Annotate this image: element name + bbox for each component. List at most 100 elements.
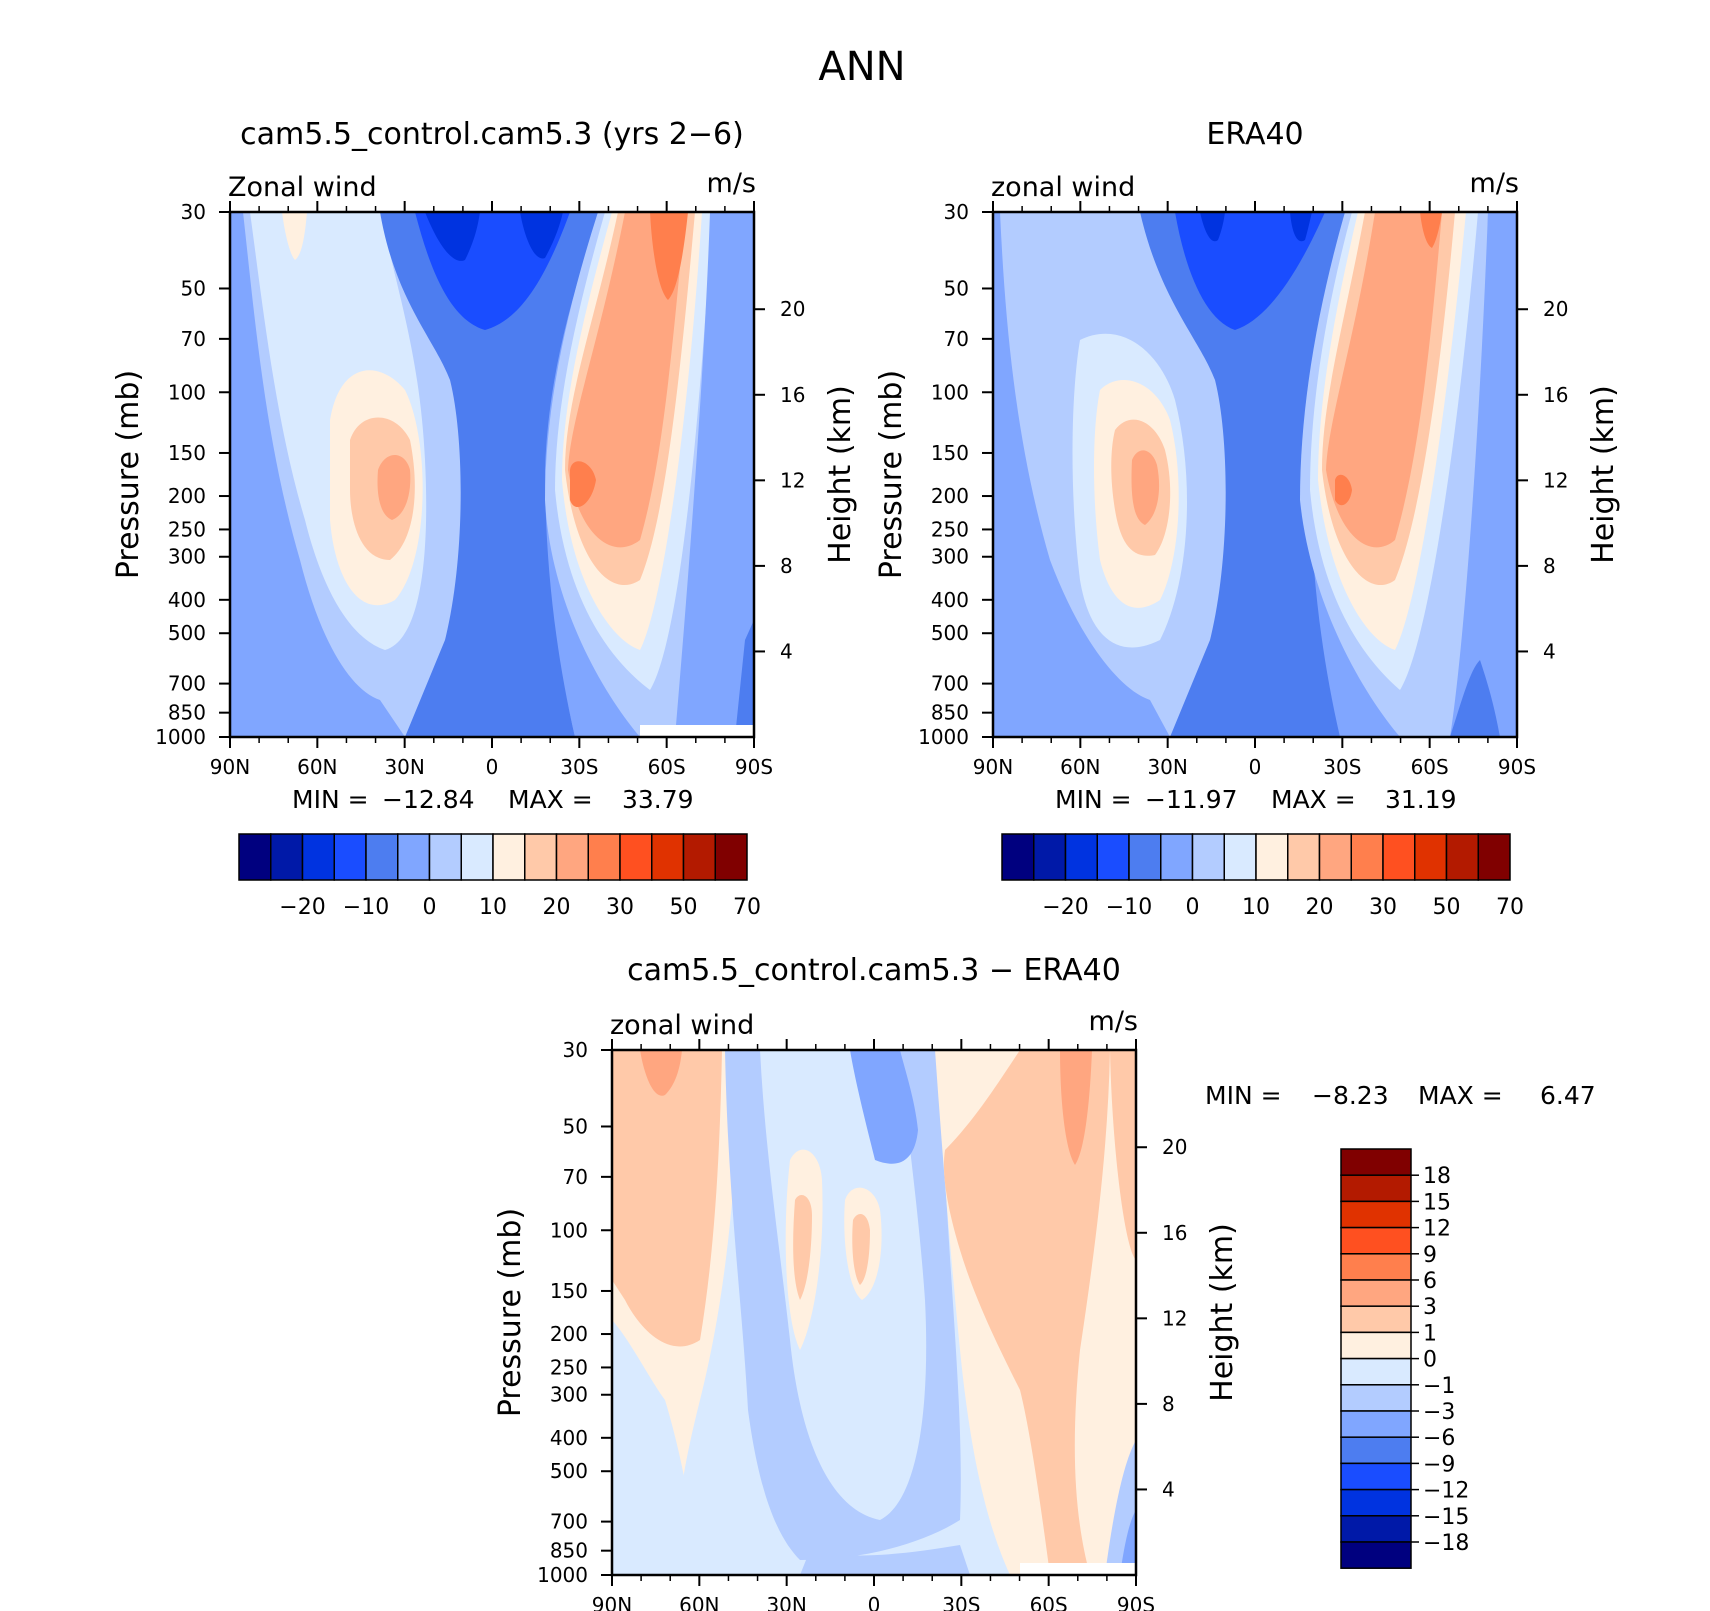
x-tick-label: 90N — [592, 1593, 632, 1611]
colorbar-swatch — [1255, 833, 1289, 881]
colorbar-label: 15 — [1423, 1190, 1451, 1215]
panel-model: cam5.5_control.cam5.3 (yrs 2−6) Zonal wi… — [111, 117, 858, 920]
y2-axis-label: Height (km) — [1205, 1223, 1240, 1402]
contour-band — [612, 1320, 700, 1575]
contour-band — [425, 212, 563, 261]
units-label: m/s — [1470, 168, 1519, 199]
colorbar-swatch — [524, 833, 558, 881]
panel-observation: ERA40 zonal wind m/s 90N 60N 30N 0 30S 60S 90S… — [874, 117, 1621, 920]
colorbar-swatch — [1340, 1226, 1412, 1255]
missing-data — [640, 725, 754, 737]
colorbar-label: 12 — [1423, 1217, 1451, 1242]
max-value: 31.19 — [1385, 785, 1457, 814]
colorbar-swatch — [1064, 833, 1098, 881]
contour-band — [612, 1050, 722, 1347]
colorbar-swatch — [1096, 833, 1130, 881]
colorbar-swatch — [1340, 1174, 1412, 1203]
axes: 90N 60N 30N 0 30S 60S 90S 30 50 70 100 150 200 250 300… — [111, 200, 858, 779]
y2-tick-label: 16 — [1543, 383, 1568, 407]
y-tick-label: 100 — [550, 1218, 588, 1242]
contour-band — [1131, 450, 1160, 525]
colorbar-swatch — [714, 833, 748, 881]
colorbar-swatch — [1340, 1462, 1412, 1491]
colorbar-swatch — [619, 833, 653, 881]
colorbar-label: −6 — [1423, 1426, 1455, 1451]
left-label: zonal wind — [610, 1010, 754, 1041]
y-axis-label: Pressure (mb) — [111, 370, 146, 579]
colorbar-swatch — [1477, 833, 1511, 881]
contour-band — [1455, 212, 1517, 737]
colorbar-swatch — [1128, 833, 1162, 881]
x-tick-label: 30S — [1323, 755, 1361, 779]
y-tick-label: 150 — [168, 441, 206, 465]
contour-field — [230, 212, 754, 737]
y2-tick-label: 12 — [1543, 468, 1568, 492]
colorbar-swatch — [301, 833, 335, 881]
y2-tick-label: 20 — [1543, 297, 1568, 321]
y2-tick-label: 4 — [780, 639, 793, 663]
y-tick-label: 150 — [550, 1279, 588, 1303]
y-tick-label: 850 — [931, 701, 969, 725]
colorbar-swatch — [682, 833, 716, 881]
y-tick-label: 30 — [944, 200, 969, 224]
contour-band — [793, 1195, 870, 1300]
y2-tick-label: 20 — [780, 297, 805, 321]
contour-band — [1140, 212, 1345, 737]
y2-tick-label: 8 — [1162, 1392, 1175, 1416]
colorbar-swatch — [492, 833, 526, 881]
panel-title: cam5.5_control.cam5.3 (yrs 2−6) — [240, 117, 744, 152]
colorbar-label: −10 — [343, 895, 389, 920]
contour-band — [1120, 1510, 1136, 1575]
contour-band — [380, 212, 600, 737]
x-tick-label: 60N — [297, 755, 337, 779]
colorbar-swatch — [1414, 833, 1448, 881]
colorbar-swatch — [1001, 833, 1035, 881]
y-tick-label: 500 — [931, 621, 969, 645]
y-tick-label: 50 — [944, 276, 969, 300]
y2-axis-label: Height (km) — [823, 385, 858, 564]
colorbar-swatch — [651, 833, 685, 881]
y-tick-label: 1000 — [918, 725, 969, 749]
y-tick-label: 200 — [550, 1322, 588, 1346]
y-tick-label: 500 — [168, 621, 206, 645]
colorbar-swatch — [1340, 1253, 1412, 1281]
colorbar-label: 10 — [479, 895, 507, 920]
colorbar-swatch — [1340, 1200, 1412, 1229]
x-tick-label: 30N — [1147, 755, 1187, 779]
colorbar-swatch — [1340, 1279, 1412, 1307]
colorbar-swatch — [1340, 1384, 1412, 1412]
colorbar-label: 70 — [733, 895, 761, 920]
colorbar-swatch — [1340, 1305, 1412, 1334]
max-label: MAX = — [1271, 785, 1356, 814]
y-tick-label: 1000 — [537, 1563, 588, 1587]
colorbar: −20 −10 0 10 20 30 50 70 — [1001, 833, 1524, 920]
x-tick-label: 30N — [766, 1593, 806, 1611]
y-tick-label: 300 — [550, 1383, 588, 1407]
colorbar-label: 3 — [1423, 1295, 1437, 1320]
contour-band — [1335, 212, 1442, 506]
y-tick-label: 700 — [931, 672, 969, 696]
units-label: m/s — [707, 168, 756, 199]
y2-tick-label: 4 — [1162, 1477, 1175, 1501]
y-tick-label: 70 — [563, 1165, 588, 1189]
contour-band — [377, 455, 411, 520]
x-tick-label: 30N — [384, 755, 424, 779]
contour-band — [943, 1050, 1110, 1575]
y2-tick-label: 4 — [1543, 639, 1556, 663]
y2-tick-label: 16 — [1162, 1221, 1187, 1245]
colorbar-label: −3 — [1423, 1400, 1455, 1425]
x-tick-label: 90S — [735, 755, 773, 779]
min-label: MIN = — [1205, 1081, 1282, 1110]
colorbar-label: 9 — [1423, 1243, 1437, 1268]
max-value: 33.79 — [622, 785, 694, 814]
colorbar-label: −12 — [1423, 1479, 1469, 1504]
y-tick-label: 850 — [168, 701, 206, 725]
y-tick-label: 150 — [931, 441, 969, 465]
colorbar-swatch — [1340, 1148, 1412, 1176]
contour-band — [850, 1050, 918, 1164]
x-tick-label: 90N — [973, 755, 1013, 779]
x-tick-label: 0 — [486, 755, 499, 779]
colorbar-swatch — [1350, 833, 1384, 881]
colorbar-label: −20 — [279, 895, 325, 920]
